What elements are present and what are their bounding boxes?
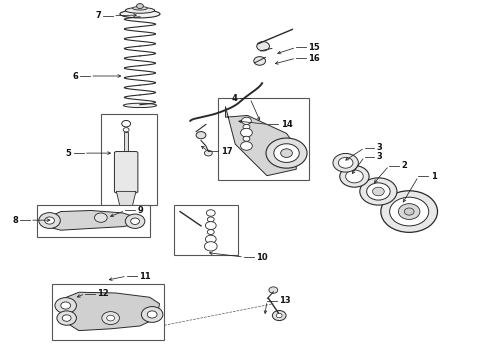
Circle shape [123, 128, 129, 132]
Circle shape [372, 187, 384, 196]
Circle shape [107, 315, 115, 321]
Text: 14: 14 [281, 120, 293, 129]
Circle shape [257, 41, 270, 51]
Ellipse shape [123, 103, 157, 108]
Polygon shape [43, 211, 140, 230]
Circle shape [204, 150, 212, 156]
Circle shape [360, 178, 397, 205]
Circle shape [276, 314, 282, 318]
Bar [124, 132, 128, 155]
Circle shape [243, 125, 250, 130]
FancyBboxPatch shape [218, 98, 309, 180]
Text: 5: 5 [66, 149, 72, 158]
Ellipse shape [125, 8, 155, 13]
Polygon shape [116, 192, 136, 206]
Circle shape [241, 129, 252, 137]
Text: 12: 12 [98, 289, 109, 298]
Circle shape [147, 311, 157, 318]
Text: 2: 2 [401, 161, 407, 170]
Text: 11: 11 [139, 271, 151, 280]
Circle shape [142, 307, 163, 322]
Circle shape [137, 4, 144, 9]
Circle shape [205, 222, 216, 229]
Text: 10: 10 [256, 253, 268, 262]
Circle shape [45, 217, 54, 224]
FancyBboxPatch shape [101, 114, 157, 205]
Circle shape [242, 117, 251, 125]
Circle shape [398, 204, 420, 220]
Polygon shape [59, 292, 159, 330]
Circle shape [125, 214, 145, 228]
Ellipse shape [133, 6, 147, 10]
Circle shape [207, 217, 214, 222]
Circle shape [55, 298, 76, 314]
Circle shape [390, 197, 429, 226]
Circle shape [281, 149, 293, 157]
Circle shape [269, 287, 278, 293]
Circle shape [345, 170, 363, 183]
Circle shape [241, 141, 252, 150]
Text: 13: 13 [279, 296, 291, 305]
Circle shape [120, 206, 132, 214]
Text: 7: 7 [95, 11, 101, 20]
Text: 8: 8 [12, 216, 18, 225]
Circle shape [266, 138, 307, 168]
Text: 1: 1 [431, 172, 437, 181]
Circle shape [122, 121, 130, 127]
FancyBboxPatch shape [174, 205, 238, 255]
Circle shape [204, 242, 217, 251]
Circle shape [102, 312, 120, 324]
Circle shape [39, 213, 60, 228]
Text: 4: 4 [232, 94, 238, 103]
Text: 3: 3 [377, 143, 383, 152]
Circle shape [207, 229, 214, 234]
Text: 16: 16 [309, 54, 320, 63]
Circle shape [404, 208, 414, 215]
Text: 3: 3 [377, 152, 383, 161]
Circle shape [254, 57, 266, 65]
Ellipse shape [120, 10, 160, 18]
Circle shape [243, 136, 250, 141]
Circle shape [205, 235, 216, 243]
Circle shape [61, 302, 71, 309]
Circle shape [62, 315, 71, 321]
Circle shape [340, 166, 369, 187]
Circle shape [333, 153, 358, 172]
Circle shape [57, 311, 76, 325]
Polygon shape [225, 107, 296, 176]
Text: 15: 15 [309, 43, 320, 52]
FancyBboxPatch shape [37, 205, 150, 237]
FancyBboxPatch shape [52, 284, 164, 339]
Circle shape [367, 183, 390, 200]
Circle shape [131, 218, 140, 225]
Circle shape [274, 144, 299, 162]
FancyBboxPatch shape [115, 152, 138, 193]
Text: 9: 9 [138, 206, 143, 215]
Circle shape [206, 210, 215, 216]
Circle shape [123, 208, 128, 212]
Circle shape [95, 213, 107, 222]
Circle shape [381, 191, 438, 232]
Text: 17: 17 [220, 147, 232, 156]
Circle shape [272, 311, 286, 320]
Circle shape [338, 157, 353, 168]
Text: 6: 6 [72, 72, 78, 81]
Circle shape [196, 132, 206, 139]
